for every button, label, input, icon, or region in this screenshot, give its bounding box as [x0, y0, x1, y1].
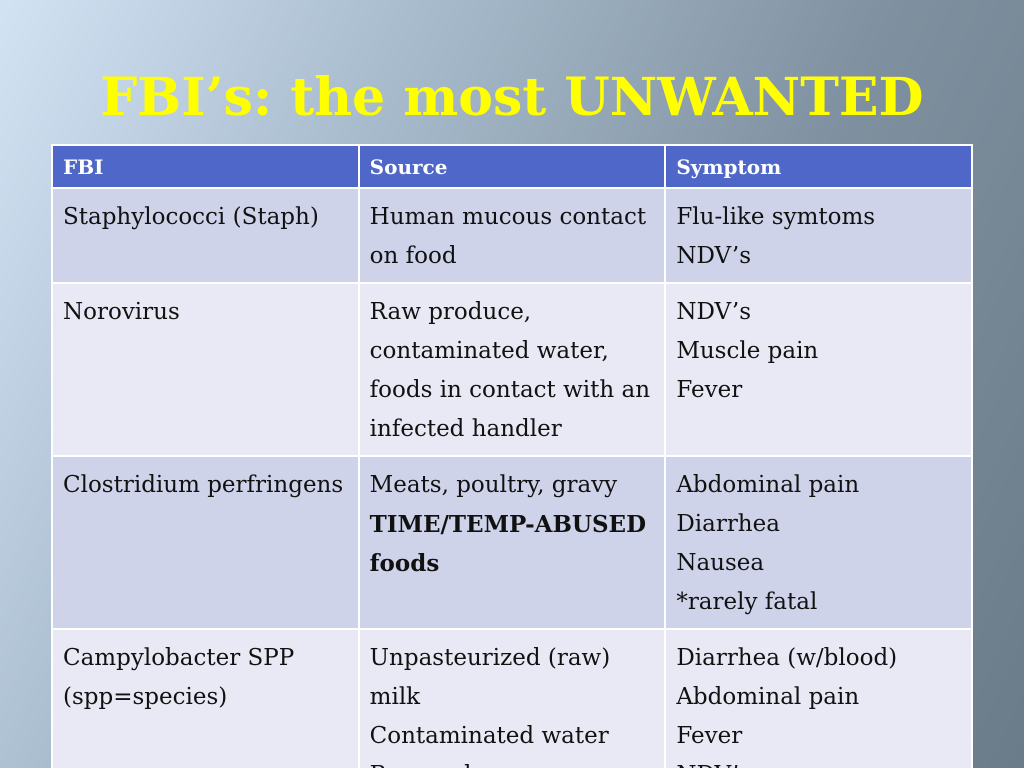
table-row: Staphylococci (Staph) Human mucous contac…	[51, 187, 973, 284]
table-cell: Human mucous contact on food	[357, 187, 667, 284]
cell-text: *rarely fatal	[676, 589, 818, 615]
table-cell: Flu-like symtoms NDV’s	[664, 187, 973, 284]
cell-text: Meats, poultry, gravy	[369, 472, 618, 498]
table-body: Staphylococci (Staph) Human mucous contac…	[51, 187, 973, 768]
table-cell: Unpasteurized (raw) milk Contaminated wat…	[357, 628, 667, 768]
header-cell: FBI	[51, 144, 360, 189]
cell-text: Abdominal pain	[676, 684, 860, 710]
cell-text: Nausea	[676, 550, 765, 576]
cell-text: Norovirus	[63, 299, 180, 325]
table-cell: Staphylococci (Staph)	[51, 187, 360, 284]
table-cell: Campylobacter SPP (spp=species)	[51, 628, 360, 768]
table-cell: Meats, poultry, gravy TIME/TEMP-ABUSED fo…	[357, 455, 667, 630]
cell-text: Muscle pain	[676, 338, 819, 364]
cell-text: Abdominal pain	[676, 472, 860, 498]
cell-text: Diarrhea	[676, 511, 780, 537]
header-cell: Source	[357, 144, 667, 189]
cell-text: Fever	[676, 377, 743, 403]
cell-text: Fever	[676, 723, 743, 749]
cell-text: Clostridium perfringens	[63, 472, 344, 498]
table-cell: NDV’s Muscle pain Fever	[664, 282, 973, 457]
cell-text: TIME/TEMP-ABUSED foods	[369, 511, 647, 577]
cell-text: Unpasteurized (raw) milk	[369, 645, 611, 710]
cell-text: NDV’s	[676, 243, 752, 269]
table-cell: Raw produce, contaminated water, foods i…	[357, 282, 667, 457]
cell-text: Contaminated water	[369, 723, 609, 749]
cell-text: Raw and	[370, 756, 657, 768]
slide-title: FBI’s: the most UNWANTED	[100, 67, 924, 128]
table-row: Clostridium perfringens Meats, poultry, g…	[51, 455, 973, 630]
cell-text: Raw produce, contaminated water, foods i…	[369, 299, 651, 442]
cell-text: Staphylococci (Staph)	[63, 204, 319, 230]
cell-text: Diarrhea (w/blood)	[676, 645, 898, 671]
cell-text: Human mucous contact on food	[369, 204, 647, 269]
header-cell: Symptom	[664, 144, 973, 189]
cell-text: NDV’s	[676, 299, 752, 325]
cell-text: NDV’s	[676, 756, 963, 768]
table: FBI Source Symptom Staphylococci (Staph) Hu…	[51, 144, 973, 768]
table-cell: Clostridium perfringens	[51, 455, 360, 630]
header-row: FBI Source Symptom	[51, 144, 973, 189]
table-cell: Diarrhea (w/blood) Abdominal pain Fever NDV…	[664, 628, 973, 768]
table-row: Norovirus Raw produce, contaminated water…	[51, 282, 973, 457]
table-row: Campylobacter SPP (spp=species) Unpasteur…	[51, 628, 973, 768]
cell-text: Flu-like symtoms	[676, 204, 876, 230]
table-cell: Abdominal pain Diarrhea Nausea *rarely fata…	[664, 455, 973, 630]
table-cell: Norovirus	[51, 282, 360, 457]
cell-text: Campylobacter SPP (spp=species)	[63, 645, 295, 710]
